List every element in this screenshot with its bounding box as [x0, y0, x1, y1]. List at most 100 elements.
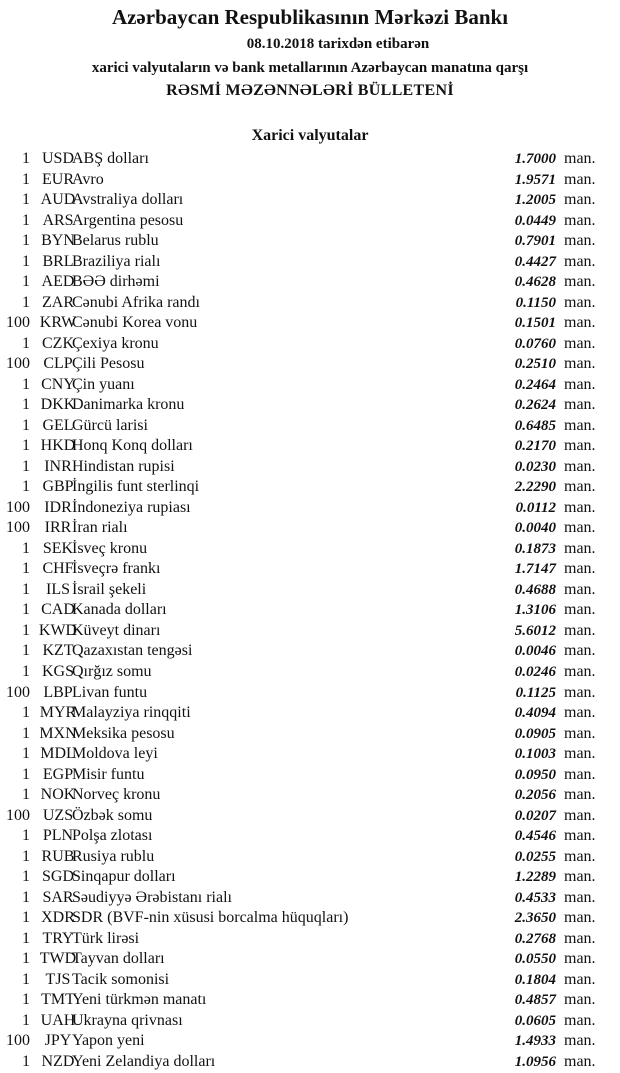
unit-label: man. — [564, 642, 596, 660]
rate-value: 0.4688 — [514, 581, 556, 598]
currency-name: Avstraliya dolları — [72, 191, 184, 209]
nominal: 100 — [6, 498, 30, 516]
nominal: 1 — [22, 539, 30, 557]
unit-label: man. — [564, 519, 596, 537]
unit-label: man. — [564, 232, 596, 250]
unit-label: man. — [564, 909, 596, 927]
rate-value: 5.6012 — [514, 622, 556, 639]
nominal: 1 — [22, 642, 30, 660]
table-row: 1 EGP Misir funtu 0.0950 man. — [0, 765, 620, 785]
nominal: 1 — [22, 663, 30, 680]
unit-label: man. — [564, 375, 596, 393]
currency-name: Misir funtu — [72, 765, 145, 783]
rate-value: 1.2005 — [514, 192, 556, 209]
unit-label: man. — [564, 1032, 596, 1050]
nominal: 1 — [22, 170, 30, 188]
currency-name: İran rialı — [72, 519, 128, 537]
unit-label: man. — [564, 601, 596, 619]
unit-label: man. — [564, 786, 596, 804]
nominal: 1 — [22, 868, 30, 886]
unit-label: man. — [564, 950, 596, 968]
nominal: 1 — [22, 991, 30, 1009]
currency-name: Səudiyyə Ərəbistanı rialı — [72, 888, 232, 906]
unit-label: man. — [564, 663, 596, 680]
rate-value: 0.0905 — [514, 725, 556, 742]
unit-label: man. — [564, 498, 596, 516]
nominal: 1 — [22, 293, 30, 311]
nominal: 100 — [6, 355, 30, 373]
table-row: 1 ILS İsrail şekeli 0.4688 man. — [0, 580, 620, 600]
table-row: 1 KGS Qırğız somu 0.0246 man. — [0, 662, 620, 682]
rate-value: 0.0230 — [514, 458, 556, 475]
table-row: 1 CNY Çin yuanı 0.2464 man. — [0, 375, 620, 395]
table-row: 1 XDR SDR (BVF-nin xüsusi borcalma hüquqla… — [0, 908, 620, 928]
currency-name: Çexiya kronu — [72, 334, 159, 352]
rate-value: 0.4628 — [514, 274, 556, 291]
rate-value: 0.0950 — [514, 766, 556, 783]
currency-name: Çin yuanı — [72, 375, 135, 393]
unit-label: man. — [564, 150, 596, 167]
currency-name: Belarus rublu — [72, 232, 159, 250]
currency-name: Cənubi Korea vonu — [72, 314, 198, 332]
rate-value: 0.0760 — [514, 335, 556, 352]
unit-label: man. — [564, 704, 596, 722]
currency-name: İngilis funt sterlinqi — [72, 478, 200, 496]
table-row: 1 CHF İsveçrə frankı 1.7147 man. — [0, 559, 620, 579]
table-row: 1 INR Hindistan rupisi 0.0230 man. — [0, 457, 620, 477]
currency-name: Rusiya rublu — [72, 847, 155, 865]
currency-name: Cənubi Afrika randı — [72, 293, 200, 311]
currency-name: Yeni Zelandiya dolları — [72, 1052, 216, 1070]
currency-code: RUB — [41, 847, 75, 865]
table-row: 1 TWD Tayvan dolları 0.0550 man. — [0, 949, 620, 969]
rate-value: 1.7147 — [514, 561, 556, 578]
nominal: 1 — [22, 375, 30, 393]
unit-label: man. — [564, 191, 596, 209]
nominal: 1 — [22, 211, 30, 229]
currency-name: Moldova leyi — [72, 745, 158, 763]
unit-label: man. — [564, 293, 596, 311]
currency-name: Qırğız somu — [72, 663, 152, 680]
currency-name: İsveç kronu — [72, 539, 148, 557]
currency-code: AUD — [40, 191, 76, 209]
currency-code: SGD — [41, 868, 74, 886]
table-row: 1 RUB Rusiya rublu 0.0255 man. — [0, 847, 620, 867]
currency-code: KZT — [42, 642, 74, 660]
rate-value: 0.2056 — [514, 787, 556, 804]
table-row: 1 KZT Qazaxıstan tengəsi 0.0046 man. — [0, 641, 620, 661]
nominal: 100 — [6, 683, 30, 701]
unit-label: man. — [564, 580, 596, 598]
currency-code: SEK — [42, 539, 74, 557]
currency-name: Çili Pesosu — [72, 355, 145, 373]
unit-label: man. — [564, 252, 596, 270]
currency-code: LBP — [43, 683, 73, 701]
unit-label: man. — [564, 868, 596, 886]
currency-name: Türk lirəsi — [72, 929, 140, 947]
currency-code: IDR — [44, 498, 72, 516]
currency-name: BƏƏ dirhəmi — [72, 273, 160, 291]
unit-label: man. — [564, 1052, 596, 1070]
currency-code: MXN — [39, 724, 77, 742]
unit-label: man. — [564, 724, 596, 742]
table-row: 1 PLN Polşa zlotası 0.4546 man. — [0, 826, 620, 846]
currency-code: TRY — [42, 929, 74, 947]
currency-name: Meksika pesosu — [72, 724, 175, 742]
table-row: 100 CLP Çili Pesosu 0.2510 man. — [0, 354, 620, 374]
table-row: 100 LBP Livan funtu 0.1125 man. — [0, 683, 620, 703]
currency-name: Malayziya rinqqiti — [72, 704, 191, 722]
currency-name: Tayvan dolları — [72, 950, 165, 968]
rate-value: 0.2170 — [514, 438, 556, 455]
unit-label: man. — [564, 273, 596, 291]
unit-label: man. — [564, 355, 596, 373]
unit-label: man. — [564, 806, 596, 824]
currency-code: JPY — [44, 1032, 72, 1050]
table-row: 1 TRY Türk lirəsi 0.2768 man. — [0, 929, 620, 949]
currency-code: ILS — [46, 580, 70, 598]
nominal: 1 — [22, 191, 30, 209]
rate-value: 1.0956 — [514, 1053, 556, 1070]
nominal: 1 — [22, 437, 30, 455]
unit-label: man. — [564, 888, 596, 906]
unit-label: man. — [564, 847, 596, 865]
table-row: 1 TMT Yeni türkmən manatı 0.4857 man. — [0, 990, 620, 1010]
rate-value: 0.2624 — [514, 397, 556, 414]
rate-value: 0.0605 — [514, 1012, 556, 1029]
